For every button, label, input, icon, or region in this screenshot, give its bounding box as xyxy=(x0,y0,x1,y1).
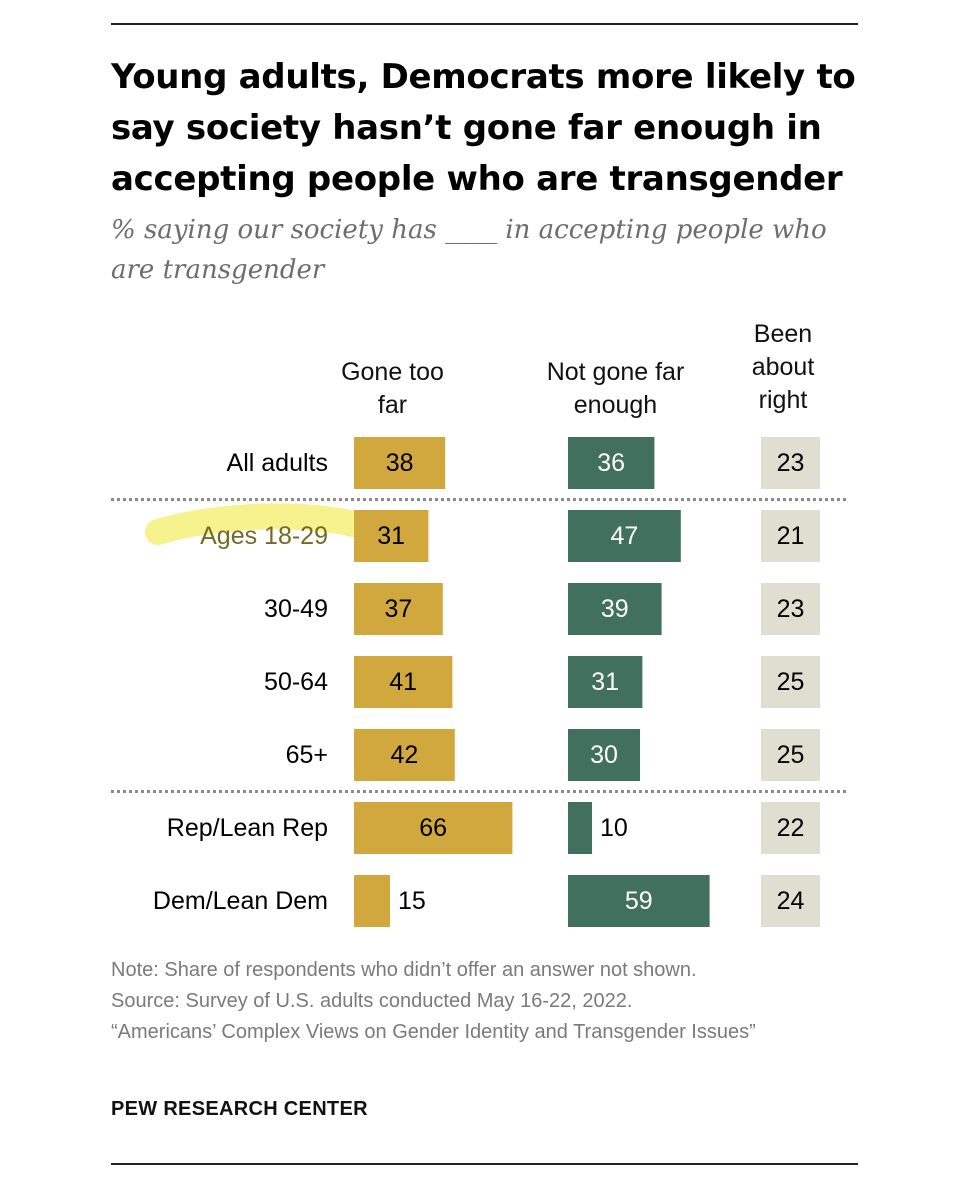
value-label-not-far-enough-65: 30 xyxy=(590,741,618,769)
chart-title: Young adults, Democrats more likely to s… xyxy=(111,57,856,199)
bar-gone-too-far-all-adults xyxy=(354,437,446,489)
bar-about-right-dem-lean-dem xyxy=(761,875,820,927)
value-label-gone-too-far-50-64: 41 xyxy=(389,668,417,696)
source-text: Source: Survey of U.S. adults conducted … xyxy=(111,990,633,1012)
bar-not-far-enough-ages-18-29 xyxy=(568,510,681,562)
bar-about-right-30-49 xyxy=(761,583,820,635)
category-label-dem-lean-dem: Dem/Lean Dem xyxy=(153,887,328,915)
category-label-50-64: 50-64 xyxy=(264,668,328,696)
bottom-rule xyxy=(111,1163,858,1165)
bar-about-right-ages-18-29 xyxy=(761,510,820,562)
chart-subtitle: % saying our society has ____ in accepti… xyxy=(111,215,827,285)
chart-footnotes: Note: Share of respondents who didn’t of… xyxy=(111,955,871,1048)
bar-not-far-enough-rep-lean-rep xyxy=(568,802,592,854)
value-label-not-far-enough-ages-18-29: 47 xyxy=(610,522,638,550)
value-label-about-right-65: 25 xyxy=(777,741,805,769)
value-label-about-right-all-adults: 23 xyxy=(777,449,805,477)
category-label-65: 65+ xyxy=(286,741,328,769)
bar-not-far-enough-30-49 xyxy=(568,583,662,635)
bar-chart: All adults 38 36 23 Ages 18-29 31 47 21 30-49 37 3… xyxy=(111,437,846,927)
category-label-ages-18-29: Ages 18-29 xyxy=(200,522,328,550)
highlighter-mark xyxy=(145,503,367,545)
bar-not-far-enough-all-adults xyxy=(568,437,655,489)
value-label-gone-too-far-65: 42 xyxy=(390,741,418,769)
value-label-gone-too-far-rep-lean-rep: 66 xyxy=(419,814,447,842)
top-rule xyxy=(111,23,858,25)
value-label-gone-too-far-30-49: 37 xyxy=(384,595,412,623)
value-label-not-far-enough-30-49: 39 xyxy=(601,595,629,623)
bar-gone-too-far-rep-lean-rep xyxy=(354,802,513,854)
value-label-about-right-ages-18-29: 21 xyxy=(777,522,805,550)
bar-about-right-50-64 xyxy=(761,656,820,708)
value-label-gone-too-far-ages-18-29: 31 xyxy=(377,522,405,550)
column-header-been-about-right: Been about right xyxy=(751,320,815,414)
bar-not-far-enough-65 xyxy=(568,729,640,781)
value-label-not-far-enough-50-64: 31 xyxy=(591,668,619,696)
bar-gone-too-far-30-49 xyxy=(354,583,443,635)
value-label-not-far-enough-all-adults: 36 xyxy=(597,449,625,477)
report-title: “Americans’ Complex Views on Gender Iden… xyxy=(111,1021,756,1043)
bar-not-far-enough-50-64 xyxy=(568,656,643,708)
value-label-not-far-enough-rep-lean-rep: 10 xyxy=(600,814,628,842)
bar-about-right-all-adults xyxy=(761,437,820,489)
value-label-about-right-dem-lean-dem: 24 xyxy=(777,887,805,915)
note-text: Note: Share of respondents who didn’t of… xyxy=(111,959,697,981)
value-label-about-right-50-64: 25 xyxy=(777,668,805,696)
column-header-not-gone-far-enough: Not gone far enough xyxy=(546,358,685,419)
bar-not-far-enough-dem-lean-dem xyxy=(568,875,710,927)
category-label-rep-lean-rep: Rep/Lean Rep xyxy=(167,814,328,842)
bar-gone-too-far-ages-18-29 xyxy=(354,510,429,562)
category-label-all-adults: All adults xyxy=(227,449,328,477)
column-header-gone-too-far: Gone too far xyxy=(341,358,444,419)
bar-about-right-65 xyxy=(761,729,820,781)
value-label-gone-too-far-all-adults: 38 xyxy=(386,449,414,477)
brand-name: PEW RESEARCH CENTER xyxy=(111,1098,368,1120)
bar-about-right-rep-lean-rep xyxy=(761,802,820,854)
value-label-about-right-rep-lean-rep: 22 xyxy=(777,814,805,842)
value-label-gone-too-far-dem-lean-dem: 15 xyxy=(398,887,426,915)
bar-gone-too-far-dem-lean-dem xyxy=(354,875,390,927)
bar-gone-too-far-65 xyxy=(354,729,455,781)
value-label-about-right-30-49: 23 xyxy=(777,595,805,623)
bar-gone-too-far-50-64 xyxy=(354,656,453,708)
value-label-not-far-enough-dem-lean-dem: 59 xyxy=(625,887,653,915)
category-label-30-49: 30-49 xyxy=(264,595,328,623)
